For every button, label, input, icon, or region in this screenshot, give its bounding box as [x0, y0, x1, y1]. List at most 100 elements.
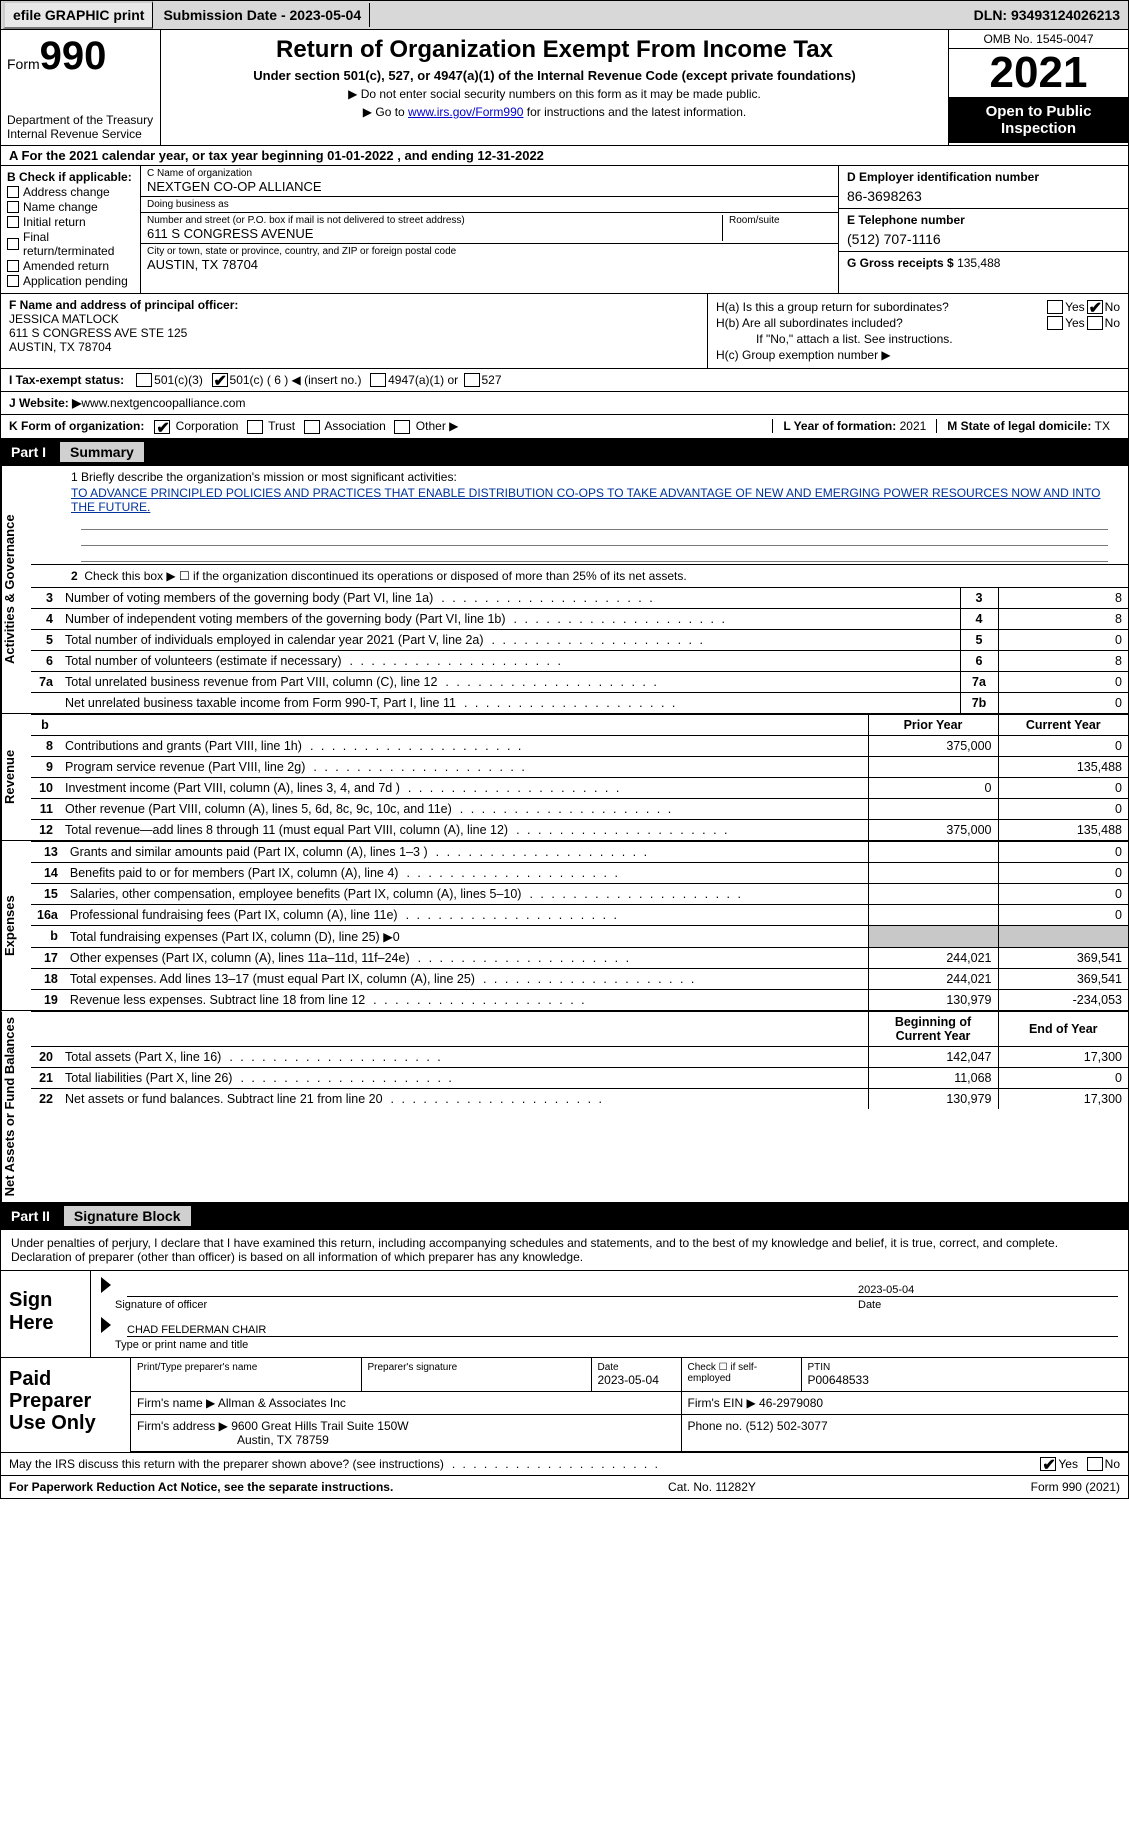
- section-FH: F Name and address of principal officer:…: [0, 293, 1129, 369]
- k-opt-checkbox[interactable]: [394, 420, 410, 434]
- b-check-item[interactable]: Address change: [7, 185, 134, 199]
- phone-label: E Telephone number: [847, 213, 1120, 227]
- M-label: M State of legal domicile:: [947, 419, 1094, 433]
- i-501c-checkbox[interactable]: [212, 373, 228, 387]
- open-to-public: Open to Public Inspection: [949, 97, 1128, 143]
- part-I-bar: Part I Summary: [0, 439, 1129, 466]
- room-label: Room/suite: [729, 215, 832, 226]
- gross-label: G Gross receipts $: [847, 256, 957, 270]
- k-opt-checkbox[interactable]: [154, 420, 170, 434]
- part-I-title: Summary: [60, 442, 144, 462]
- L-value: 2021: [900, 419, 927, 433]
- k-opt-label: Corporation: [176, 419, 239, 433]
- L-label: L Year of formation:: [783, 419, 899, 433]
- M-value: TX: [1095, 419, 1110, 433]
- i-527-checkbox[interactable]: [464, 373, 480, 387]
- officer-name-title: CHAD FELDERMAN CHAIR: [127, 1324, 266, 1336]
- sig-officer-label: Signature of officer: [115, 1299, 207, 1311]
- ptin-value: P00648533: [808, 1373, 1123, 1387]
- part-II-tag: Part II: [11, 1208, 50, 1224]
- blank-line: [81, 514, 1108, 530]
- c-name-label: C Name of organization: [147, 168, 832, 179]
- row-I: I Tax-exempt status: 501(c)(3) 501(c) ( …: [0, 369, 1129, 392]
- street-value: 611 S CONGRESS AVENUE: [147, 226, 722, 241]
- b-check-item[interactable]: Initial return: [7, 215, 134, 229]
- row-J: J Website: ▶ www.nextgencoopalliance.com: [0, 392, 1129, 415]
- officer-name: JESSICA MATLOCK: [9, 312, 699, 326]
- officer-addr2: AUSTIN, TX 78704: [9, 340, 699, 354]
- line-2: 2 Check this box ▶ ☐ if the organization…: [31, 565, 1128, 587]
- paid-preparer-label: Paid Preparer Use Only: [1, 1358, 131, 1452]
- no-label-2: No: [1105, 316, 1120, 330]
- side-activities: Activities & Governance: [1, 466, 31, 713]
- Hb-yes-checkbox[interactable]: [1047, 316, 1063, 330]
- b-check-item[interactable]: Amended return: [7, 259, 134, 273]
- Ha-no-checkbox[interactable]: [1087, 300, 1103, 314]
- firm-addr2: Austin, TX 78759: [237, 1433, 329, 1447]
- firm-ein: 46-2979080: [759, 1396, 823, 1410]
- street-label: Number and street (or P.O. box if mail i…: [147, 215, 722, 226]
- footer: For Paperwork Reduction Act Notice, see …: [0, 1476, 1129, 1499]
- phone-value: (512) 707-1116: [847, 231, 1120, 247]
- b-check-item[interactable]: Final return/terminated: [7, 230, 134, 258]
- omb-number: OMB No. 1545-0047: [949, 30, 1128, 49]
- form-number: Form990: [7, 34, 154, 79]
- Hb-label: H(b) Are all subordinates included?: [716, 316, 1045, 330]
- name-title-label: Type or print name and title: [115, 1339, 1118, 1351]
- Ha-label: H(a) Is this a group return for subordin…: [716, 300, 1045, 314]
- revenue-section: Revenue bPrior YearCurrent Year8Contribu…: [0, 714, 1129, 841]
- efile-print-button[interactable]: efile GRAPHIC print: [3, 1, 153, 29]
- website-value: www.nextgencoopalliance.com: [81, 396, 245, 410]
- part-I-tag: Part I: [11, 444, 46, 460]
- i-opt3: 4947(a)(1) or: [388, 373, 458, 387]
- instructions-link[interactable]: www.irs.gov/Form990: [408, 105, 523, 119]
- Ha-yes-checkbox[interactable]: [1047, 300, 1063, 314]
- i-501c3-checkbox[interactable]: [136, 373, 152, 387]
- side-revenue: Revenue: [1, 714, 31, 840]
- firm-name: Allman & Associates Inc: [218, 1396, 346, 1410]
- treasury-dept: Department of the Treasury: [7, 113, 154, 127]
- net-assets-table: Beginning of Current YearEnd of Year20To…: [31, 1011, 1128, 1109]
- discuss-yes-label: Yes: [1058, 1457, 1078, 1471]
- k-opt-checkbox[interactable]: [247, 420, 263, 434]
- sign-here-label: Sign Here: [1, 1271, 91, 1357]
- i-4947-checkbox[interactable]: [370, 373, 386, 387]
- firm-phone-label: Phone no.: [688, 1419, 746, 1433]
- top-bar: efile GRAPHIC print Submission Date - 20…: [0, 0, 1129, 30]
- i-opt4: 527: [482, 373, 502, 387]
- row-K: K Form of organization: Corporation Trus…: [0, 415, 1129, 439]
- Hc-label: H(c) Group exemption number ▶: [716, 348, 1120, 362]
- self-employed-label: Check ☐ if self-employed: [688, 1362, 795, 1384]
- part-II-bar: Part II Signature Block: [0, 1203, 1129, 1230]
- firm-ein-label: Firm's EIN ▶: [688, 1396, 760, 1410]
- Hb-no-checkbox[interactable]: [1087, 316, 1103, 330]
- i-opt2: 501(c) ( 6 ) ◀ (insert no.): [230, 373, 362, 387]
- no-label-1: No: [1105, 300, 1120, 314]
- discuss-yes-checkbox[interactable]: [1040, 1457, 1056, 1471]
- discuss-row: May the IRS discuss this return with the…: [0, 1453, 1129, 1476]
- tax-year: 2021: [949, 49, 1128, 97]
- ssn-warning: ▶ Do not enter social security numbers o…: [169, 87, 940, 101]
- I-label: I Tax-exempt status:: [9, 373, 124, 387]
- org-name: NEXTGEN CO-OP ALLIANCE: [147, 179, 832, 194]
- paperwork-notice: For Paperwork Reduction Act Notice, see …: [9, 1480, 393, 1494]
- Hb-note: If "No," attach a list. See instructions…: [756, 332, 1120, 346]
- form-title: Return of Organization Exempt From Incom…: [169, 36, 940, 64]
- yes-label-1: Yes: [1065, 300, 1085, 314]
- discuss-no-checkbox[interactable]: [1087, 1457, 1103, 1471]
- k-opt-checkbox[interactable]: [304, 420, 320, 434]
- expenses-table: 13Grants and similar amounts paid (Part …: [31, 841, 1128, 1010]
- firm-addr-label: Firm's address ▶: [137, 1419, 231, 1433]
- city-label: City or town, state or province, country…: [147, 246, 832, 257]
- ptin-label: PTIN: [808, 1362, 1123, 1373]
- sign-date: 2023-05-04: [858, 1284, 1118, 1296]
- cat-no: Cat. No. 11282Y: [668, 1480, 756, 1494]
- row-A-tax-year: A For the 2021 calendar year, or tax yea…: [0, 146, 1129, 166]
- expenses-section: Expenses 13Grants and similar amounts pa…: [0, 841, 1129, 1011]
- blank-line: [81, 530, 1108, 546]
- net-assets-section: Net Assets or Fund Balances Beginning of…: [0, 1011, 1129, 1203]
- b-check-item[interactable]: Name change: [7, 200, 134, 214]
- blank-line: [81, 546, 1108, 562]
- sign-here-block: Sign Here 2023-05-04 Signature of office…: [0, 1271, 1129, 1358]
- b-check-item[interactable]: Application pending: [7, 274, 134, 288]
